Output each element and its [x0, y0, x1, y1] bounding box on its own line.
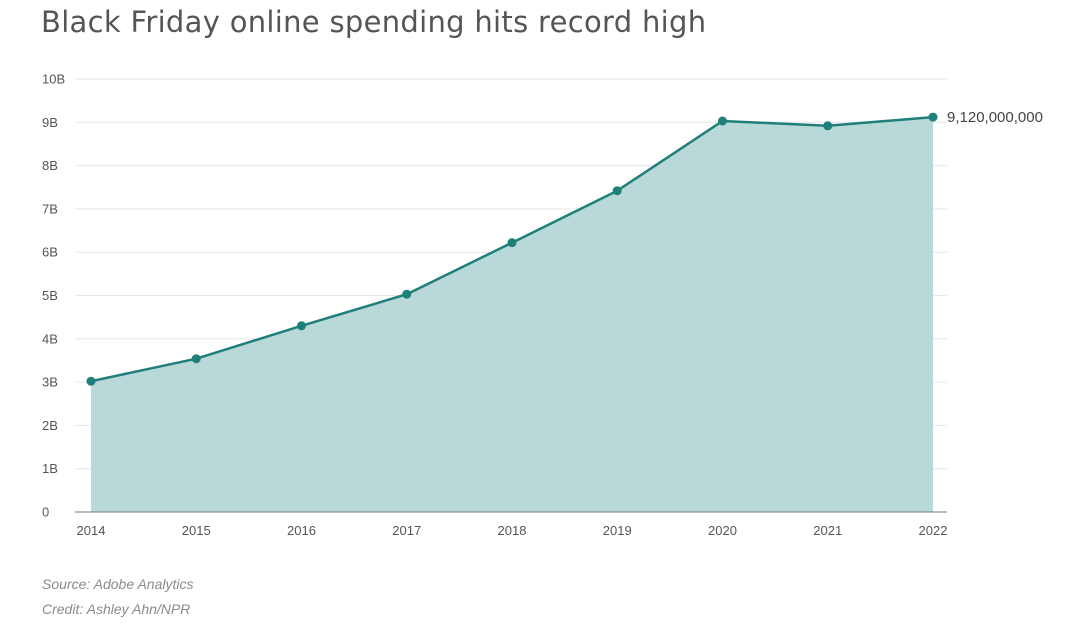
- x-tick-label: 2020: [708, 523, 737, 538]
- y-tick-label: 3B: [42, 375, 58, 390]
- data-points: [86, 112, 938, 386]
- chart-title: Black Friday online spending hits record…: [41, 5, 707, 39]
- x-tick-label: 2015: [182, 523, 211, 538]
- x-tick-label: 2018: [498, 523, 527, 538]
- data-point: [507, 238, 517, 248]
- y-tick-label: 7B: [42, 201, 58, 216]
- data-point: [612, 186, 622, 196]
- last-value-annotation: 9,120,000,000: [947, 109, 1043, 126]
- y-tick-label: 0: [42, 505, 49, 520]
- y-tick-label: 1B: [42, 461, 58, 476]
- y-tick-label: 2B: [42, 418, 58, 433]
- x-tick-label: 2014: [77, 523, 106, 538]
- y-axis-labels: 0 1B 2B 3B 4B 5B 6B 7B 8B 9B 10B: [42, 72, 65, 520]
- y-tick-label: 6B: [42, 245, 58, 260]
- data-point: [402, 289, 412, 299]
- y-tick-label: 5B: [42, 288, 58, 303]
- source-note: Source: Adobe Analytics: [42, 576, 194, 592]
- data-point: [928, 112, 938, 122]
- y-tick-label: 10B: [42, 72, 65, 87]
- x-axis-ticks: 2014 2015 2016 2017 2018 2019 2020 2021 2022: [77, 523, 948, 538]
- data-point: [297, 321, 306, 331]
- x-tick-label: 2016: [287, 523, 316, 538]
- x-tick-label: 2021: [813, 523, 842, 538]
- x-tick-label: 2017: [392, 523, 421, 538]
- y-tick-label: 4B: [42, 331, 58, 346]
- credit-note: Credit: Ashley Ahn/NPR: [42, 601, 191, 617]
- y-tick-label: 9B: [42, 115, 58, 130]
- data-point: [86, 376, 96, 386]
- x-tick-label: 2022: [919, 523, 948, 538]
- data-point: [191, 354, 201, 364]
- data-point: [823, 121, 833, 131]
- x-tick-label: 2019: [603, 523, 632, 538]
- data-point: [718, 116, 727, 126]
- y-tick-label: 8B: [42, 158, 58, 173]
- area-fill: [91, 117, 933, 512]
